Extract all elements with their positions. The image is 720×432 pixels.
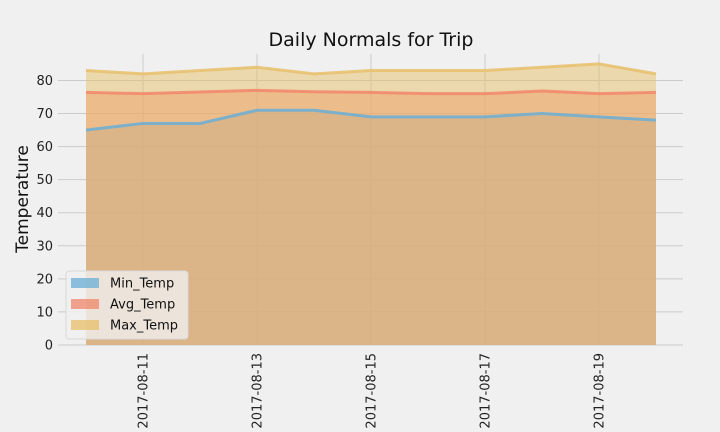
- y-tick-label: 70: [36, 107, 53, 122]
- y-tick-label: 60: [36, 140, 53, 155]
- y-tick-label: 40: [36, 206, 53, 221]
- y-tick-label: 80: [36, 74, 53, 89]
- legend-swatch: [71, 299, 99, 309]
- y-axis-label: Temperature: [13, 145, 33, 254]
- chart-title: Daily Normals for Trip: [269, 29, 474, 51]
- line-max-temp: [85, 62, 657, 76]
- x-tick-label: 2017-08-19: [593, 353, 608, 429]
- x-tick-label: 2017-08-15: [365, 353, 380, 429]
- series-lines: [85, 62, 657, 132]
- y-tick-label: 30: [36, 239, 53, 254]
- line-min-temp: [85, 108, 657, 132]
- x-tick-label: 2017-08-13: [251, 353, 266, 429]
- x-axis-ticks: 2017-08-11 2017-08-13 2017-08-15 2017-08-17…: [137, 353, 608, 429]
- legend-entry: Min_Temp: [110, 277, 174, 292]
- legend-swatch: [71, 320, 99, 330]
- y-tick-label: 20: [36, 272, 53, 287]
- legend: Min_Temp Avg_Temp Max_Temp: [65, 270, 189, 340]
- area-series: [86, 63, 656, 345]
- legend-entry: Avg_Temp: [110, 298, 175, 313]
- y-tick-label: 10: [36, 305, 53, 320]
- area-max-temp: [86, 63, 656, 345]
- x-tick-label: 2017-08-17: [479, 353, 494, 429]
- y-axis-ticks: 0 10 20 30 40 50 60 70 80: [36, 74, 53, 354]
- legend-swatch: [71, 278, 99, 288]
- x-tick-label: 2017-08-11: [137, 353, 152, 429]
- legend-entry: Max_Temp: [110, 319, 178, 334]
- line-avg-temp: [85, 88, 657, 96]
- y-tick-label: 50: [36, 173, 53, 188]
- y-tick-label: 0: [45, 339, 53, 354]
